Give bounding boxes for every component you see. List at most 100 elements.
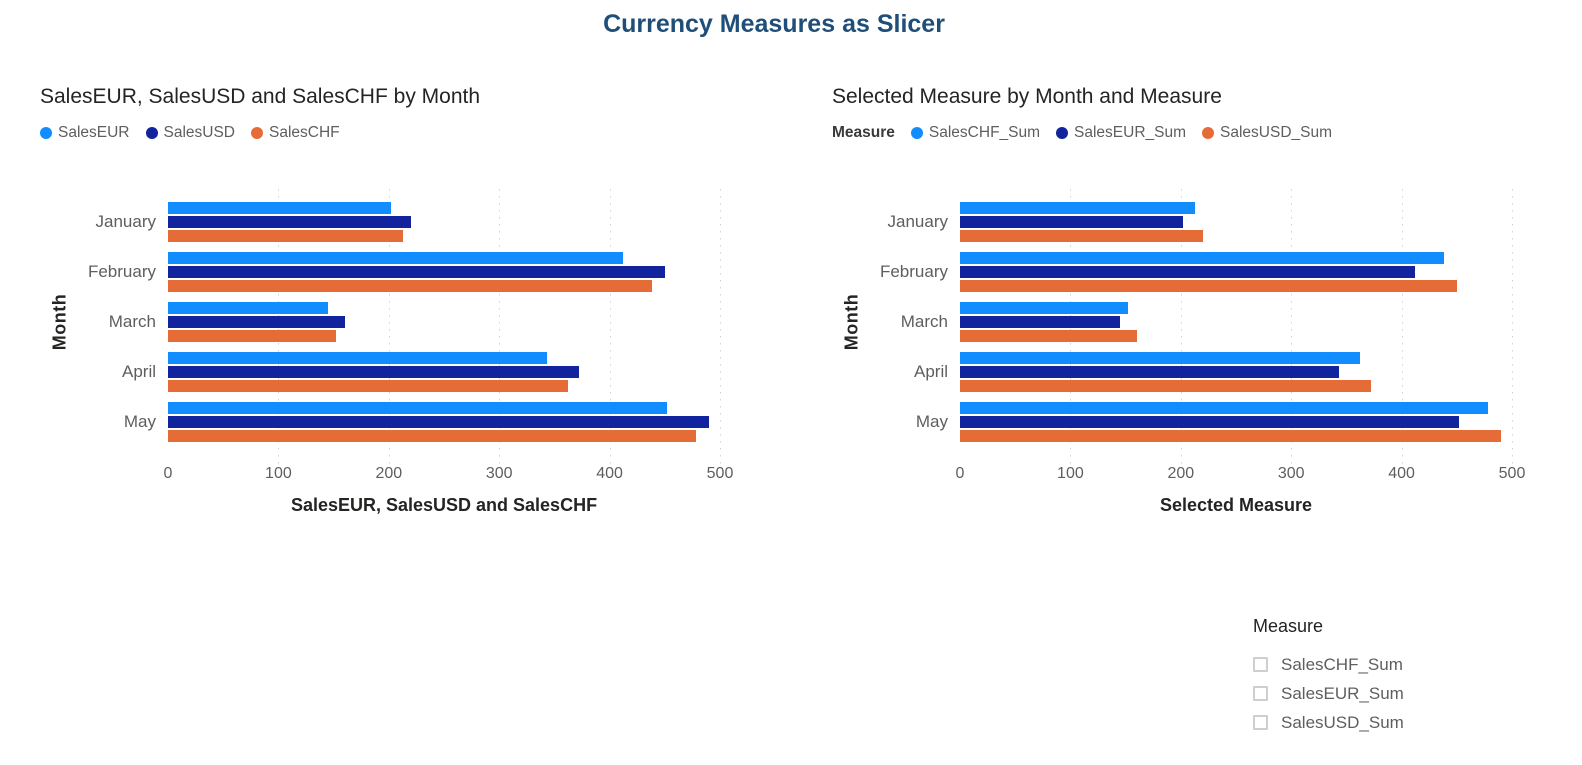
gridline: [388, 189, 390, 467]
bar-saleseur-february[interactable]: [168, 252, 623, 264]
bar-saleseur-may[interactable]: [168, 402, 667, 414]
bar-group-january: [168, 197, 720, 247]
x-axis-title: Selected Measure: [1159, 495, 1313, 515]
bar-saleschf_sum-march[interactable]: [960, 302, 1128, 314]
category-label-february: February: [879, 262, 948, 281]
checkbox-icon[interactable]: [1253, 715, 1268, 730]
bar-salesusd-january[interactable]: [168, 216, 411, 228]
bar-saleschf_sum-may[interactable]: [960, 402, 1488, 414]
x-tick-0: 0: [955, 465, 965, 482]
bar-saleseur_sum-february[interactable]: [960, 266, 1415, 278]
bar-saleseur-january[interactable]: [168, 202, 391, 214]
chart-sales-by-month: SalesEUR, SalesUSD and SalesCHF by Month…: [40, 85, 788, 545]
x-tick-500: 500: [1498, 465, 1526, 482]
legend-item-SalesUSD_Sum[interactable]: SalesUSD_Sum: [1202, 124, 1332, 142]
bar-group-may: [960, 397, 1512, 447]
category-label-april: April: [913, 362, 948, 381]
category-label-may: May: [123, 412, 156, 431]
legend-item-SalesEUR[interactable]: SalesEUR: [40, 124, 130, 142]
bar-saleschf_sum-january[interactable]: [960, 202, 1196, 214]
legend-label: SalesUSD: [163, 124, 236, 141]
x-axis-ticks: 0 100 200 300 400 500: [956, 465, 1526, 487]
bar-group-april: [960, 347, 1512, 397]
bar-salesusd-february[interactable]: [168, 266, 665, 278]
chart-legend: Measure SalesCHF_Sum SalesEUR_Sum SalesUSD_…: [832, 124, 1580, 142]
x-tick-400: 400: [596, 465, 623, 482]
bar-saleseur-march[interactable]: [168, 302, 329, 314]
page-title: Currency Measures as Slicer: [603, 10, 945, 38]
bar-salesusd_sum-january[interactable]: [960, 230, 1203, 242]
category-labels: January February March April May: [40, 197, 156, 447]
legend-dot-icon: [40, 127, 52, 139]
legend-item-SalesEUR_Sum[interactable]: SalesEUR_Sum: [1056, 124, 1186, 142]
bar-group-march: [960, 297, 1512, 347]
bar-salesusd_sum-february[interactable]: [960, 280, 1457, 292]
category-label-march: March: [900, 312, 948, 331]
slicer-items: SalesCHF_Sum SalesEUR_Sum SalesUSD_Sum: [1253, 650, 1404, 737]
bar-salesusd_sum-march[interactable]: [960, 330, 1137, 342]
legend-item-SalesCHF_Sum[interactable]: SalesCHF_Sum: [910, 124, 1041, 142]
bar-rows: [168, 197, 720, 447]
chart-legend: SalesEUR SalesUSD SalesCHF: [40, 124, 788, 142]
bar-group-january: [960, 197, 1512, 247]
bar-saleseur_sum-january[interactable]: [960, 216, 1183, 228]
chart-selected-measure: Selected Measure by Month and Measure Me…: [832, 85, 1580, 545]
x-tick-500: 500: [706, 465, 734, 482]
gridline: [1512, 189, 1513, 467]
gridline: [499, 189, 501, 467]
category-label-february: February: [87, 262, 156, 281]
gridline: [1180, 189, 1182, 467]
legend-dot-icon: [1056, 127, 1069, 139]
slicer-item-saleseur_sum[interactable]: SalesEUR_Sum: [1253, 679, 1404, 708]
legend-item-SalesUSD[interactable]: SalesUSD: [145, 124, 236, 142]
x-tick-100: 100: [265, 465, 292, 482]
legend-label: SalesCHF: [269, 124, 340, 141]
chart-title: Selected Measure by Month and Measure: [832, 85, 1222, 108]
x-axis-title: SalesEUR, SalesUSD and SalesCHF: [290, 495, 598, 515]
bar-group-may: [168, 397, 720, 447]
bar-saleseur-april[interactable]: [168, 352, 547, 364]
bar-saleseur_sum-march[interactable]: [960, 316, 1121, 328]
bar-saleseur_sum-april[interactable]: [960, 366, 1339, 378]
slicer-item-label: SalesUSD_Sum: [1281, 712, 1404, 732]
bar-salesusd_sum-april[interactable]: [960, 380, 1371, 392]
slicer-item-salesusd_sum[interactable]: SalesUSD_Sum: [1253, 708, 1404, 737]
bar-saleschf_sum-april[interactable]: [960, 352, 1360, 364]
gridline: [278, 189, 280, 467]
legend-item-SalesCHF[interactable]: SalesCHF: [251, 124, 340, 142]
legend-label: SalesEUR_Sum: [1074, 124, 1187, 141]
bar-salesusd-march[interactable]: [168, 316, 345, 328]
bar-salesusd-april[interactable]: [168, 366, 579, 378]
x-tick-300: 300: [485, 465, 513, 482]
bar-group-april: [168, 347, 720, 397]
bar-saleschf-april[interactable]: [168, 380, 568, 392]
bar-salesusd_sum-may[interactable]: [960, 430, 1501, 442]
bar-saleseur_sum-may[interactable]: [960, 416, 1459, 428]
gridline: [1291, 189, 1293, 467]
legend-label: SalesEUR: [58, 124, 130, 141]
bar-saleschf_sum-february[interactable]: [960, 252, 1444, 264]
checkbox-icon[interactable]: [1253, 657, 1268, 672]
category-label-january: January: [95, 212, 156, 231]
gridline: [1070, 189, 1072, 467]
x-tick-400: 400: [1388, 465, 1415, 482]
slicer-item-saleschf_sum[interactable]: SalesCHF_Sum: [1253, 650, 1404, 679]
x-tick-300: 300: [1277, 465, 1305, 482]
checkbox-icon[interactable]: [1253, 686, 1268, 701]
slicer-title: Measure: [1253, 616, 1324, 636]
bar-salesusd-may[interactable]: [168, 416, 709, 428]
gridline: [609, 189, 611, 467]
x-tick-0: 0: [163, 465, 173, 482]
plot-area: [168, 189, 721, 467]
category-label-may: May: [915, 412, 948, 431]
bar-saleschf-february[interactable]: [168, 280, 652, 292]
category-label-january: January: [887, 212, 948, 231]
legend-label: SalesCHF_Sum: [928, 124, 1041, 141]
legend-title: Measure: [832, 124, 895, 141]
bar-group-february: [168, 247, 720, 297]
bar-saleschf-may[interactable]: [168, 430, 696, 442]
bar-saleschf-january[interactable]: [168, 230, 404, 242]
bar-saleschf-march[interactable]: [168, 330, 336, 342]
bar-group-february: [960, 247, 1512, 297]
x-tick-200: 200: [1167, 465, 1195, 482]
